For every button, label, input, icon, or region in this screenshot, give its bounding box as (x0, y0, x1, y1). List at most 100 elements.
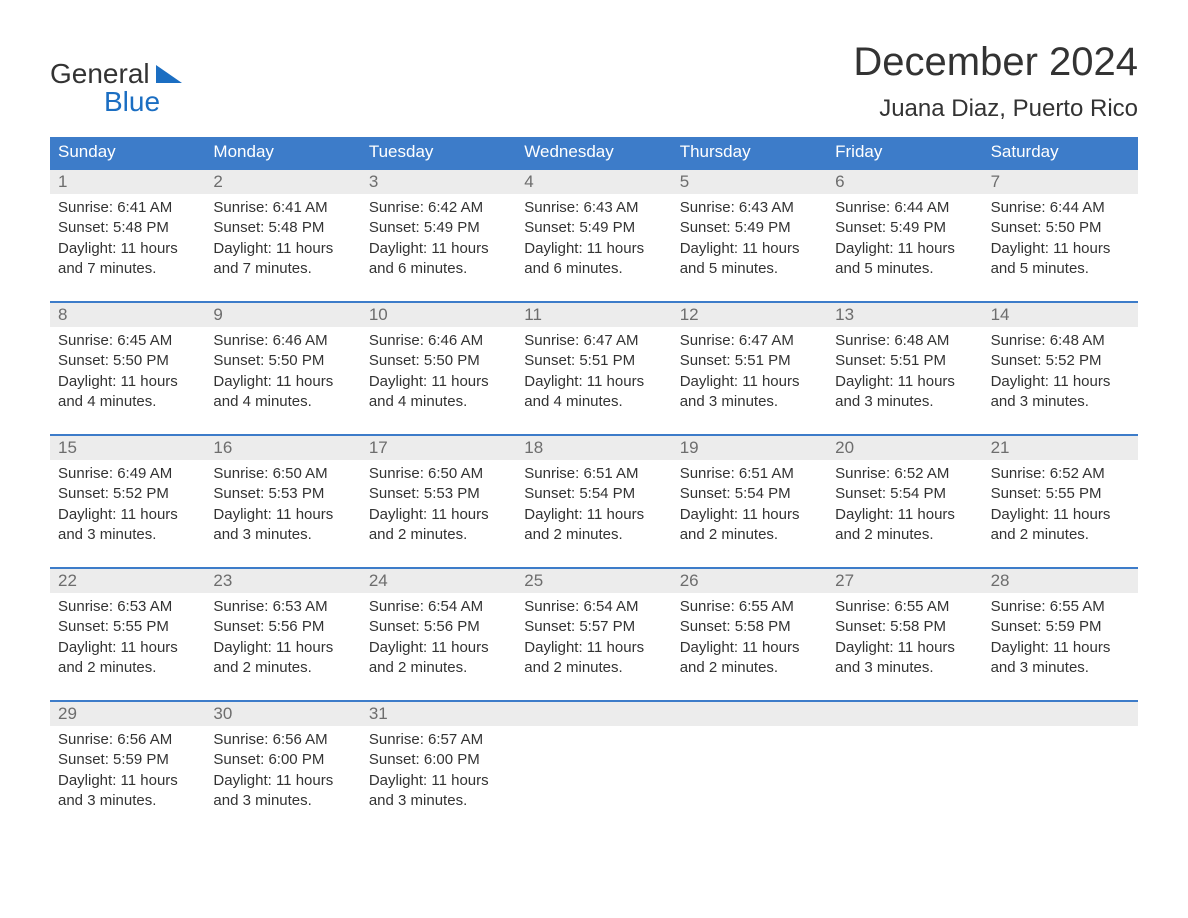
day-body: Sunrise: 6:51 AMSunset: 5:54 PMDaylight:… (680, 460, 819, 545)
dow-sunday: Sunday (50, 137, 205, 168)
daylight-line: Daylight: 11 hours and 4 minutes. (58, 372, 197, 413)
day-number: 28 (983, 569, 1138, 593)
day-cell: 19Sunrise: 6:51 AMSunset: 5:54 PMDayligh… (672, 436, 827, 553)
sunrise-line: Sunrise: 6:48 AM (835, 331, 974, 351)
dow-thursday: Thursday (672, 137, 827, 168)
sunset-line: Sunset: 6:00 PM (369, 750, 508, 770)
dow-monday: Monday (205, 137, 360, 168)
week-row: 29Sunrise: 6:56 AMSunset: 5:59 PMDayligh… (50, 700, 1138, 819)
day-number: 4 (516, 170, 671, 194)
day-number: 20 (827, 436, 982, 460)
sunrise-line: Sunrise: 6:44 AM (835, 198, 974, 218)
day-body: Sunrise: 6:45 AMSunset: 5:50 PMDaylight:… (58, 327, 197, 412)
daylight-line: Daylight: 11 hours and 2 minutes. (680, 505, 819, 546)
empty-day-cell (672, 702, 827, 819)
sunrise-line: Sunrise: 6:53 AM (58, 597, 197, 617)
day-body: Sunrise: 6:51 AMSunset: 5:54 PMDaylight:… (524, 460, 663, 545)
logo: General Blue (50, 40, 182, 116)
day-cell: 15Sunrise: 6:49 AMSunset: 5:52 PMDayligh… (50, 436, 205, 553)
day-number: 12 (672, 303, 827, 327)
title-block: December 2024 Juana Diaz, Puerto Rico (853, 40, 1138, 123)
day-body: Sunrise: 6:52 AMSunset: 5:54 PMDaylight:… (835, 460, 974, 545)
day-body: Sunrise: 6:42 AMSunset: 5:49 PMDaylight:… (369, 194, 508, 279)
day-number (983, 702, 1138, 726)
day-cell: 24Sunrise: 6:54 AMSunset: 5:56 PMDayligh… (361, 569, 516, 686)
daylight-line: Daylight: 11 hours and 4 minutes. (524, 372, 663, 413)
day-number: 16 (205, 436, 360, 460)
day-cell: 20Sunrise: 6:52 AMSunset: 5:54 PMDayligh… (827, 436, 982, 553)
day-cell: 3Sunrise: 6:42 AMSunset: 5:49 PMDaylight… (361, 170, 516, 287)
day-body: Sunrise: 6:57 AMSunset: 6:00 PMDaylight:… (369, 726, 508, 811)
day-number: 5 (672, 170, 827, 194)
daylight-line: Daylight: 11 hours and 2 minutes. (369, 638, 508, 679)
sunrise-line: Sunrise: 6:42 AM (369, 198, 508, 218)
day-body: Sunrise: 6:53 AMSunset: 5:55 PMDaylight:… (58, 593, 197, 678)
sunrise-line: Sunrise: 6:48 AM (991, 331, 1130, 351)
sunset-line: Sunset: 5:55 PM (58, 617, 197, 637)
daylight-line: Daylight: 11 hours and 6 minutes. (369, 239, 508, 280)
day-number: 9 (205, 303, 360, 327)
daylight-line: Daylight: 11 hours and 3 minutes. (680, 372, 819, 413)
sunset-line: Sunset: 5:50 PM (369, 351, 508, 371)
day-cell: 8Sunrise: 6:45 AMSunset: 5:50 PMDaylight… (50, 303, 205, 420)
day-number: 18 (516, 436, 671, 460)
day-number: 27 (827, 569, 982, 593)
day-body: Sunrise: 6:50 AMSunset: 5:53 PMDaylight:… (213, 460, 352, 545)
sunrise-line: Sunrise: 6:46 AM (213, 331, 352, 351)
sunset-line: Sunset: 5:56 PM (213, 617, 352, 637)
daylight-line: Daylight: 11 hours and 3 minutes. (835, 372, 974, 413)
sunrise-line: Sunrise: 6:49 AM (58, 464, 197, 484)
day-cell: 30Sunrise: 6:56 AMSunset: 6:00 PMDayligh… (205, 702, 360, 819)
weeks-container: 1Sunrise: 6:41 AMSunset: 5:48 PMDaylight… (50, 168, 1138, 819)
week-row: 22Sunrise: 6:53 AMSunset: 5:55 PMDayligh… (50, 567, 1138, 686)
day-cell: 2Sunrise: 6:41 AMSunset: 5:48 PMDaylight… (205, 170, 360, 287)
dow-saturday: Saturday (983, 137, 1138, 168)
daylight-line: Daylight: 11 hours and 3 minutes. (58, 771, 197, 812)
day-cell: 9Sunrise: 6:46 AMSunset: 5:50 PMDaylight… (205, 303, 360, 420)
empty-day-cell (516, 702, 671, 819)
day-cell: 29Sunrise: 6:56 AMSunset: 5:59 PMDayligh… (50, 702, 205, 819)
day-number: 8 (50, 303, 205, 327)
sunrise-line: Sunrise: 6:56 AM (58, 730, 197, 750)
sunset-line: Sunset: 5:50 PM (213, 351, 352, 371)
daylight-line: Daylight: 11 hours and 3 minutes. (58, 505, 197, 546)
empty-day-cell (983, 702, 1138, 819)
sunset-line: Sunset: 5:51 PM (835, 351, 974, 371)
sunset-line: Sunset: 5:54 PM (680, 484, 819, 504)
sunrise-line: Sunrise: 6:51 AM (524, 464, 663, 484)
daylight-line: Daylight: 11 hours and 5 minutes. (991, 239, 1130, 280)
day-body: Sunrise: 6:49 AMSunset: 5:52 PMDaylight:… (58, 460, 197, 545)
sunrise-line: Sunrise: 6:53 AM (213, 597, 352, 617)
day-body: Sunrise: 6:47 AMSunset: 5:51 PMDaylight:… (524, 327, 663, 412)
dow-friday: Friday (827, 137, 982, 168)
day-cell: 22Sunrise: 6:53 AMSunset: 5:55 PMDayligh… (50, 569, 205, 686)
day-cell: 28Sunrise: 6:55 AMSunset: 5:59 PMDayligh… (983, 569, 1138, 686)
sunrise-line: Sunrise: 6:54 AM (369, 597, 508, 617)
sunset-line: Sunset: 5:56 PM (369, 617, 508, 637)
daylight-line: Daylight: 11 hours and 3 minutes. (835, 638, 974, 679)
sunset-line: Sunset: 5:55 PM (991, 484, 1130, 504)
sunset-line: Sunset: 5:53 PM (369, 484, 508, 504)
daylight-line: Daylight: 11 hours and 2 minutes. (524, 638, 663, 679)
sunrise-line: Sunrise: 6:47 AM (524, 331, 663, 351)
day-number: 13 (827, 303, 982, 327)
sunset-line: Sunset: 5:59 PM (58, 750, 197, 770)
sunrise-line: Sunrise: 6:55 AM (680, 597, 819, 617)
day-cell: 21Sunrise: 6:52 AMSunset: 5:55 PMDayligh… (983, 436, 1138, 553)
day-number: 10 (361, 303, 516, 327)
sunset-line: Sunset: 5:52 PM (991, 351, 1130, 371)
day-cell: 14Sunrise: 6:48 AMSunset: 5:52 PMDayligh… (983, 303, 1138, 420)
day-cell: 6Sunrise: 6:44 AMSunset: 5:49 PMDaylight… (827, 170, 982, 287)
day-cell: 13 Sunrise: 6:48 AMSunset: 5:51 PMDayligh… (827, 303, 982, 420)
day-body: Sunrise: 6:48 AMSunset: 5:52 PMDaylight:… (991, 327, 1130, 412)
sunrise-line: Sunrise: 6:51 AM (680, 464, 819, 484)
sunrise-line: Sunrise: 6:43 AM (524, 198, 663, 218)
day-number (516, 702, 671, 726)
sunset-line: Sunset: 5:54 PM (524, 484, 663, 504)
sunset-line: Sunset: 5:59 PM (991, 617, 1130, 637)
header: General Blue December 2024 Juana Diaz, P… (50, 40, 1138, 123)
empty-day-cell (827, 702, 982, 819)
logo-line1: General (50, 60, 182, 88)
day-body: Sunrise: 6:56 AMSunset: 6:00 PMDaylight:… (213, 726, 352, 811)
daylight-line: Daylight: 11 hours and 3 minutes. (991, 372, 1130, 413)
